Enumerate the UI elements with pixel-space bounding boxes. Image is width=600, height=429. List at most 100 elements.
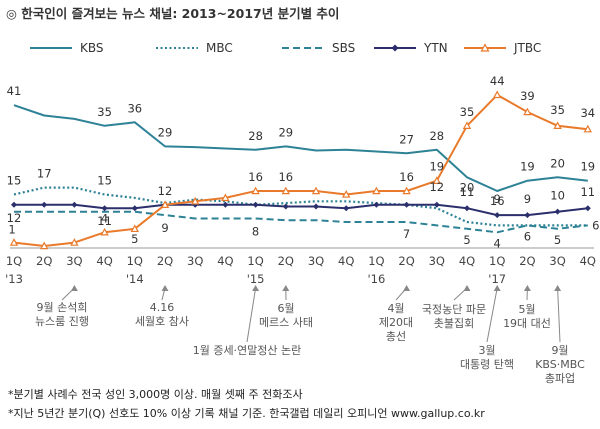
point-jtbc xyxy=(281,186,291,195)
x-tick-label: 4Q xyxy=(217,254,233,268)
data-label-kbs: 29 xyxy=(278,125,293,139)
annotation-text: 5월 xyxy=(518,303,535,316)
data-label-kbs: 19 xyxy=(580,160,595,174)
footnote-2: *지난 5년간 분기(Q) 선호도 10% 이상 기록 채널 기준. 한국갤럽 … xyxy=(8,406,485,420)
x-tick-label: 3Q xyxy=(429,254,445,268)
annotation-text: 4.16 xyxy=(150,301,175,314)
data-label-ytn: 11 xyxy=(97,214,112,228)
data-label-ytn: 9 xyxy=(494,192,501,206)
data-label-mbc: 15 xyxy=(7,174,22,188)
arrow-head-icon xyxy=(463,285,471,291)
arrow-head-icon xyxy=(493,285,501,291)
data-label-sbs: 5 xyxy=(463,233,470,247)
annotation-text: 대통령 탄핵 xyxy=(460,358,514,371)
arrow-head-icon xyxy=(554,285,562,291)
point-jtbc xyxy=(402,186,411,195)
footnote-1: *분기별 사례수 전국 성인 3,000명 이상. 매월 셋째 주 전화조사 xyxy=(8,388,303,401)
point-jtbc xyxy=(100,227,109,236)
data-label-jtbc: 44 xyxy=(490,74,505,88)
annotation-text: 9월 xyxy=(551,344,568,357)
x-tick-label: 4Q xyxy=(338,254,354,268)
data-label-jtbc: 34 xyxy=(580,106,595,120)
data-label-ytn: 10 xyxy=(550,189,565,203)
x-year-label: '13 xyxy=(5,272,23,286)
point-ytn xyxy=(131,205,138,212)
x-tick-label: 1Q xyxy=(247,254,263,268)
data-label-ytn: 11 xyxy=(580,185,595,199)
x-tick-label: 4Q xyxy=(580,254,596,268)
x-tick-label: 2Q xyxy=(278,254,294,268)
annotation-text: 3월 xyxy=(478,344,495,357)
x-tick-label: 4Q xyxy=(459,254,475,268)
data-label-jtbc: 16 xyxy=(278,170,293,184)
data-label-kbs: 41 xyxy=(7,84,22,98)
point-jtbc xyxy=(523,107,532,116)
point-ytn xyxy=(373,201,380,208)
data-label-mbc: 15 xyxy=(97,174,112,188)
data-label-ytn: 12 xyxy=(7,211,22,225)
point-ytn xyxy=(433,201,440,208)
data-label-sbs: 8 xyxy=(252,225,259,239)
annotation-text: 9월 손석희 xyxy=(37,301,88,314)
data-label-kbs: 28 xyxy=(429,129,444,143)
annotation-text: 총선 xyxy=(386,330,406,343)
x-tick-label: 3Q xyxy=(187,254,203,268)
data-label-jtbc: 16 xyxy=(399,170,414,184)
x-year-label: '14 xyxy=(126,272,144,286)
x-year-label: '17 xyxy=(488,272,506,286)
x-tick-label: 3Q xyxy=(549,254,565,268)
point-jtbc xyxy=(160,200,170,208)
annotation-text: 총파업 xyxy=(545,372,575,385)
point-ytn xyxy=(313,203,319,210)
point-jtbc xyxy=(341,190,351,198)
legend-label-sbs: SBS xyxy=(332,41,355,55)
data-label-jtbc: 16 xyxy=(248,170,263,184)
data-label-jtbc: 39 xyxy=(520,89,535,103)
point-jtbc xyxy=(251,186,260,195)
legend-marker-jtbc xyxy=(480,43,490,52)
data-label-sbs: 7 xyxy=(403,227,410,241)
arrow-head-icon xyxy=(252,285,260,291)
point-ytn xyxy=(554,208,561,215)
data-label-sbs: 9 xyxy=(161,221,168,235)
annotation-text: 4월 xyxy=(387,302,404,315)
data-label-kbs: 20 xyxy=(550,156,565,170)
point-jtbc xyxy=(311,186,321,195)
data-label-jtbc: 19 xyxy=(429,160,444,174)
annotation-arrow xyxy=(557,287,561,343)
legend-label-kbs: KBS xyxy=(80,41,104,55)
series-line-jtbc xyxy=(13,93,588,247)
point-ytn xyxy=(584,205,591,212)
data-label-kbs: 35 xyxy=(97,105,112,119)
series-line-mbc xyxy=(13,186,588,227)
series-line-sbs xyxy=(14,210,588,234)
annotation-arrow xyxy=(486,287,498,343)
x-tick-label: 1Q xyxy=(127,254,143,268)
point-jtbc xyxy=(372,186,381,195)
legend-label-mbc: MBC xyxy=(206,41,233,55)
series-layer xyxy=(9,90,593,250)
arrow-head-icon xyxy=(70,285,78,291)
annotation-text: 6월 xyxy=(277,302,294,315)
point-ytn xyxy=(282,203,289,210)
x-ticks: 1Q 2Q 3Q 4Q 1Q 2Q 3Q 4Q 1Q 2Q 3Q 4Q 1Q 2Q 3Q 4Q 1Q 2Q 3Q 4Q… xyxy=(5,254,596,286)
data-label-kbs: 36 xyxy=(127,101,142,115)
data-label-jtbc: 4 xyxy=(101,211,108,225)
annotation-text: 메르스 사태 xyxy=(259,316,313,329)
point-jtbc xyxy=(492,90,502,99)
x-year-label: '15 xyxy=(247,272,265,286)
annotation-arrow xyxy=(246,287,257,343)
point-jtbc xyxy=(553,121,562,129)
data-label-kbs: 27 xyxy=(399,132,414,146)
legend: KBS MBC SBS YTN JTBC xyxy=(30,41,541,55)
point-ytn xyxy=(101,205,108,212)
arrow-head-icon xyxy=(403,285,411,291)
x-tick-label: 1Q xyxy=(6,254,22,268)
point-jtbc xyxy=(9,238,19,246)
legend-label-ytn: YTN xyxy=(423,41,448,55)
annotation-text: 촛불집회 xyxy=(434,317,474,330)
point-ytn xyxy=(464,205,470,212)
data-label-jtbc: 5 xyxy=(131,232,138,246)
